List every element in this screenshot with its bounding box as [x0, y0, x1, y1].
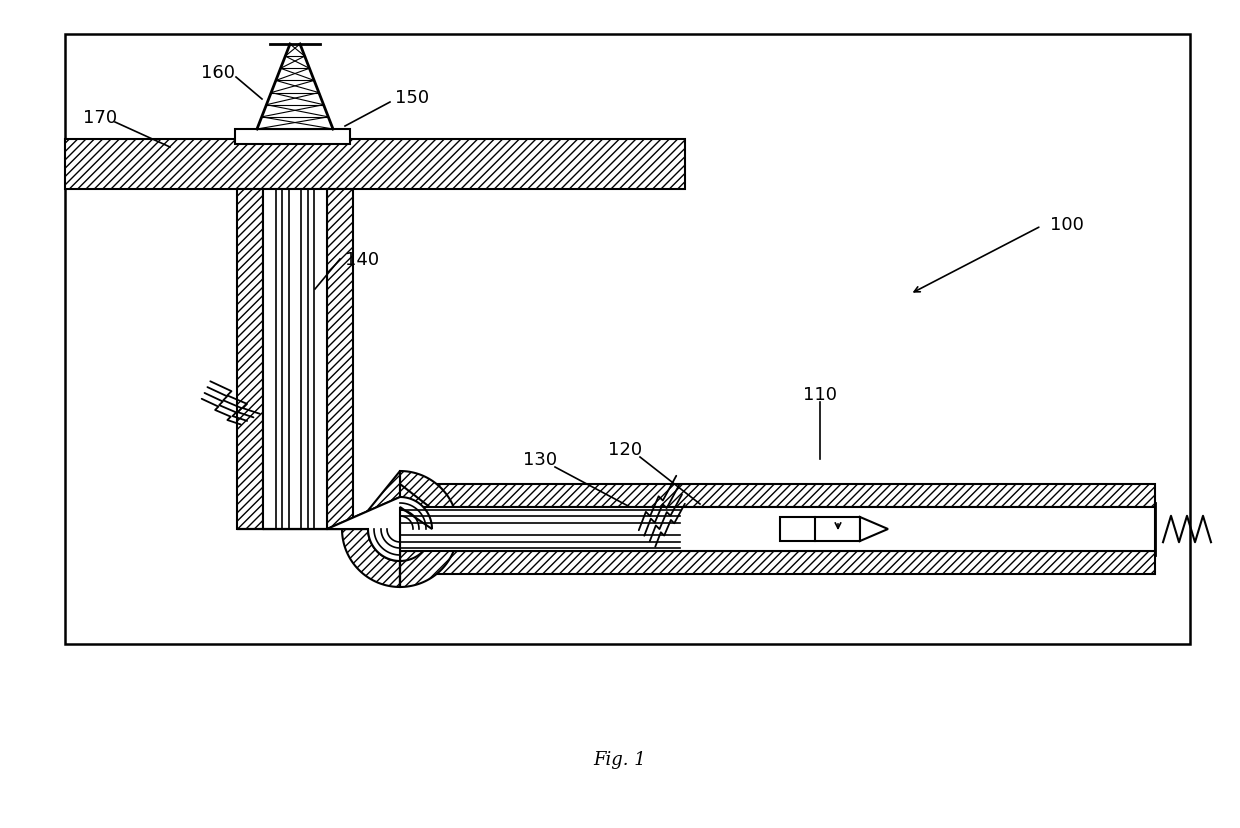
Polygon shape [401, 484, 458, 529]
Text: 100: 100 [1050, 216, 1084, 233]
Bar [401, 484, 1154, 508]
Bar [64, 35, 1190, 644]
Text: 120: 120 [608, 440, 642, 459]
Bar [64, 140, 684, 190]
Text: 140: 140 [345, 251, 379, 268]
Text: 130: 130 [523, 450, 557, 469]
Bar [327, 190, 353, 529]
Polygon shape [401, 471, 458, 529]
Text: 110: 110 [804, 386, 837, 403]
Bar [780, 518, 861, 542]
Text: 150: 150 [396, 89, 429, 107]
Bar [237, 190, 263, 529]
Text: 160: 160 [201, 64, 236, 82]
Polygon shape [342, 529, 401, 587]
Polygon shape [263, 498, 432, 561]
Polygon shape [401, 529, 458, 587]
Text: 170: 170 [83, 108, 117, 127]
Text: Fig. 1: Fig. 1 [594, 750, 646, 768]
Polygon shape [327, 471, 401, 529]
Polygon shape [861, 518, 888, 542]
Bar [401, 551, 1154, 575]
Bar [401, 508, 1154, 551]
Bar [236, 130, 350, 145]
Bar [263, 190, 327, 529]
